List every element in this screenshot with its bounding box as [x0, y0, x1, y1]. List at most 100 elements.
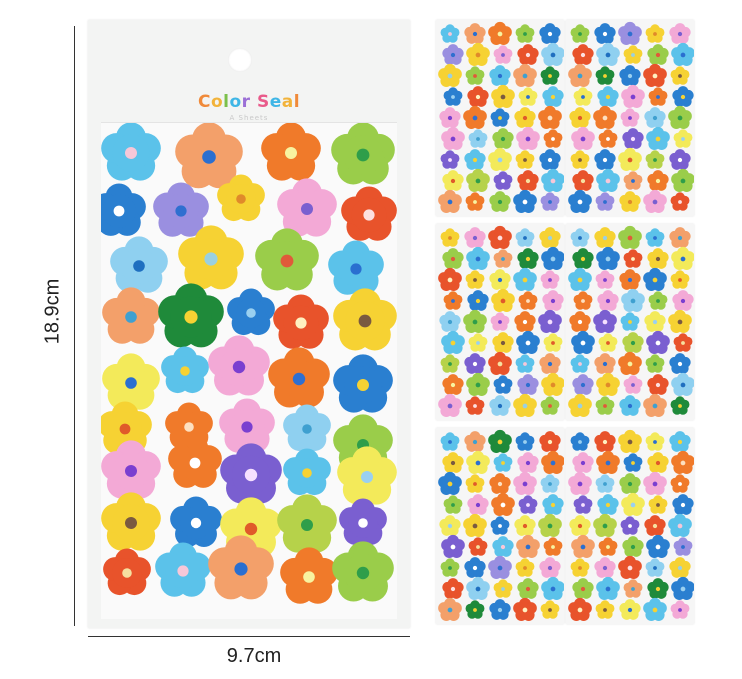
mini-flower-sticker: [623, 45, 643, 64]
flower-center: [630, 502, 636, 508]
mini-flower-sticker: [540, 66, 560, 85]
mini-flower-sticker: [597, 494, 619, 515]
mini-flower-sticker: [443, 495, 463, 514]
mini-flower-sticker: [573, 495, 593, 514]
flower-center: [680, 298, 686, 304]
flower-center: [580, 460, 586, 466]
mini-flower-sticker: [618, 351, 642, 375]
flower-center: [475, 502, 481, 508]
small-sheet-2: [566, 20, 694, 216]
flower-center: [358, 314, 372, 328]
mini-flower-sticker: [570, 354, 590, 373]
flower-center: [581, 95, 585, 99]
flower-center: [497, 439, 503, 445]
flower-center: [472, 439, 478, 445]
flower-center: [602, 235, 608, 241]
mini-flower-sticker: [513, 189, 537, 213]
flower-center: [627, 361, 633, 367]
flower-sticker: [332, 541, 394, 602]
flower-center: [678, 200, 682, 204]
flower-sticker: [168, 435, 222, 488]
flower-center: [234, 562, 248, 576]
flower-sticker: [280, 547, 338, 604]
flower-center: [358, 518, 368, 528]
mini-flower-sticker: [569, 311, 591, 332]
mini-flower-sticker: [593, 105, 617, 129]
flower-center: [476, 545, 480, 549]
flower-center: [302, 424, 312, 434]
flower-center: [655, 136, 661, 142]
flower-center: [550, 52, 556, 58]
flower-center: [681, 137, 685, 141]
mini-flower-sticker: [595, 192, 615, 211]
flower-center: [653, 362, 657, 366]
flower-center: [628, 524, 632, 528]
flower-center: [550, 460, 556, 466]
flower-center: [450, 256, 456, 262]
mini-flower-sticker: [516, 534, 540, 558]
mini-flower-sticker: [517, 44, 539, 65]
mini-flower-sticker: [539, 149, 561, 170]
flower-center: [292, 372, 306, 386]
flower-center: [577, 481, 583, 487]
mini-flower-sticker: [646, 534, 670, 558]
flower-center: [677, 523, 683, 529]
flower-center: [302, 468, 312, 478]
flower-center: [450, 544, 456, 550]
flower-sticker: [208, 535, 274, 600]
flower-center: [627, 481, 633, 487]
flower-center: [680, 52, 686, 58]
flower-center: [475, 382, 481, 388]
flower-center: [523, 566, 527, 570]
flower-center: [578, 566, 582, 570]
flower-center: [525, 382, 531, 388]
flower-center: [547, 31, 553, 37]
mini-flower-sticker: [490, 312, 510, 331]
flower-center: [475, 460, 481, 466]
flower-center: [677, 319, 683, 325]
mini-flower-sticker: [466, 372, 490, 396]
mini-flower-sticker: [463, 105, 487, 129]
flower-center: [631, 53, 635, 57]
mini-flower-sticker: [440, 558, 460, 577]
mini-flower-grid: [568, 225, 694, 417]
mini-flower-sticker: [572, 374, 594, 395]
mini-flower-sticker: [442, 248, 464, 269]
mini-flower-sticker: [493, 375, 513, 394]
flower-center: [241, 421, 253, 433]
mini-flower-sticker: [541, 168, 564, 192]
flower-center: [497, 361, 503, 367]
mini-flower-sticker: [541, 42, 564, 66]
flower-center: [501, 461, 505, 465]
flower-center: [677, 565, 683, 571]
flower-center: [578, 440, 582, 444]
mini-flower-sticker: [622, 536, 644, 557]
flower-center: [677, 361, 683, 367]
mini-flower-sticker: [622, 128, 644, 149]
flower-center: [603, 404, 607, 408]
mini-flower-sticker: [620, 312, 640, 331]
flower-sticker: [255, 228, 319, 291]
mini-flower-sticker: [464, 227, 486, 248]
flower-center: [602, 361, 608, 367]
flower-center: [652, 607, 658, 613]
mini-flower-sticker: [464, 149, 486, 170]
mini-flower-sticker: [438, 597, 462, 621]
flower-sticker: [227, 288, 275, 336]
mini-flower-sticker: [646, 126, 670, 150]
flower-center: [550, 502, 556, 508]
flower-center: [627, 199, 633, 205]
flower-center: [450, 178, 456, 184]
mini-flower-sticker: [618, 429, 642, 453]
flower-center: [497, 235, 503, 241]
flower-center: [677, 31, 683, 37]
flower-center: [473, 608, 477, 612]
flower-center: [680, 382, 686, 388]
mini-flower-sticker: [597, 290, 619, 311]
mini-flower-sticker: [539, 23, 561, 44]
mini-flower-sticker: [467, 494, 489, 515]
mini-flower-sticker: [593, 513, 617, 537]
mini-flower-sticker: [538, 309, 562, 333]
mini-flower-sticker: [517, 248, 539, 269]
mini-flower-sticker: [572, 44, 594, 65]
